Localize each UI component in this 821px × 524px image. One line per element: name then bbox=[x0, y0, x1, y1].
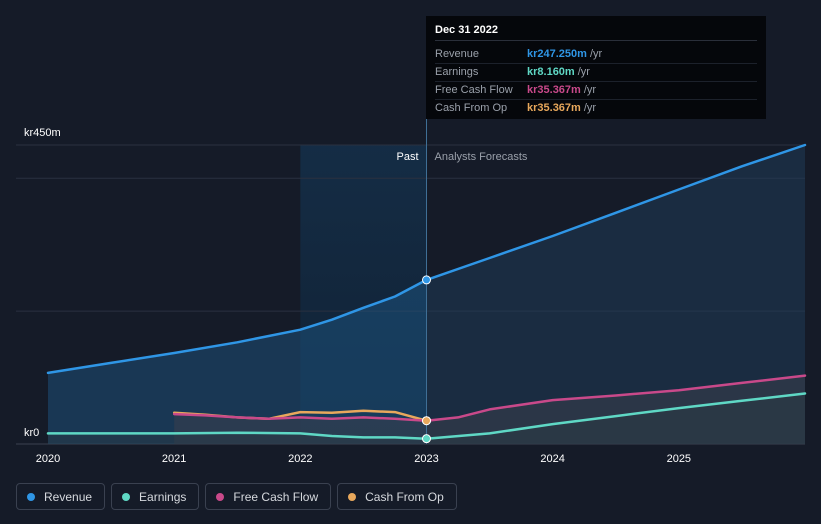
legend-item-revenue[interactable]: Revenue bbox=[16, 483, 106, 510]
legend-dot bbox=[216, 492, 225, 501]
tooltip-label: Earnings bbox=[435, 66, 479, 78]
x-tick-label: 2021 bbox=[162, 453, 186, 465]
x-tick-label: 2022 bbox=[288, 453, 312, 465]
legend-item-free-cash-flow[interactable]: Free Cash Flow bbox=[205, 483, 332, 510]
legend-item-earnings[interactable]: Earnings bbox=[111, 483, 200, 510]
tooltip-unit: /yr bbox=[577, 66, 590, 78]
earnings-marker bbox=[422, 434, 431, 444]
tooltip-unit: /yr bbox=[583, 84, 597, 96]
revenue-line bbox=[46, 143, 807, 375]
x-tick-label: 2025 bbox=[667, 453, 691, 465]
tooltip: Dec 31 2022 Revenue kr247.250m /yr Earni… bbox=[426, 16, 766, 119]
past-label: Past bbox=[396, 151, 418, 163]
legend: Revenue Earnings Free Cash Flow Cash Fro… bbox=[16, 483, 457, 510]
revenue-area-forecast bbox=[426, 145, 805, 444]
legend-dot bbox=[348, 492, 357, 501]
tooltip-value: kr247.250m bbox=[527, 48, 587, 60]
tooltip-date: Dec 31 2022 bbox=[435, 24, 757, 41]
earnings-line bbox=[46, 392, 807, 440]
tooltip-row-revenue: Revenue kr247.250m /yr bbox=[435, 46, 757, 64]
tooltip-row-cash-from-op: Cash From Op kr35.367m /yr bbox=[435, 100, 757, 117]
tooltip-value: kr8.160m bbox=[527, 66, 575, 78]
tooltip-unit: /yr bbox=[583, 102, 597, 114]
tooltip-row-free-cash-flow: Free Cash Flow kr35.367m /yr bbox=[435, 82, 757, 100]
x-tick-label: 2020 bbox=[36, 453, 60, 465]
tooltip-label: Free Cash Flow bbox=[435, 84, 513, 96]
free-cash-flow-line bbox=[172, 374, 807, 422]
legend-label: Earnings bbox=[139, 489, 187, 504]
revenue-marker bbox=[422, 275, 431, 285]
tooltip-unit: /yr bbox=[589, 48, 603, 60]
cash-from-op-marker bbox=[422, 416, 431, 426]
tooltip-label: Revenue bbox=[435, 48, 480, 60]
tooltip-value: kr35.367m bbox=[527, 102, 581, 114]
tooltip-label: Cash From Op bbox=[435, 102, 508, 114]
past-highlight bbox=[300, 145, 427, 444]
legend-label: Revenue bbox=[44, 489, 93, 504]
tooltip-row-earnings: Earnings kr8.160m /yr bbox=[435, 64, 757, 82]
y-tick-label: kr0 bbox=[24, 427, 39, 439]
legend-item-cash-from-op[interactable]: Cash From Op bbox=[337, 483, 457, 510]
tooltip-value: kr35.367m bbox=[527, 84, 581, 96]
legend-dot bbox=[27, 492, 35, 501]
earnings-area bbox=[48, 393, 805, 444]
legend-label: Cash From Op bbox=[365, 489, 444, 504]
legend-label: Free Cash Flow bbox=[233, 489, 319, 504]
x-tick-label: 2024 bbox=[540, 453, 564, 465]
legend-dot bbox=[122, 492, 131, 501]
y-tick-label: kr450m bbox=[24, 127, 61, 139]
forecast-label: Analysts Forecasts bbox=[435, 151, 528, 163]
x-tick-label: 2023 bbox=[414, 453, 438, 465]
